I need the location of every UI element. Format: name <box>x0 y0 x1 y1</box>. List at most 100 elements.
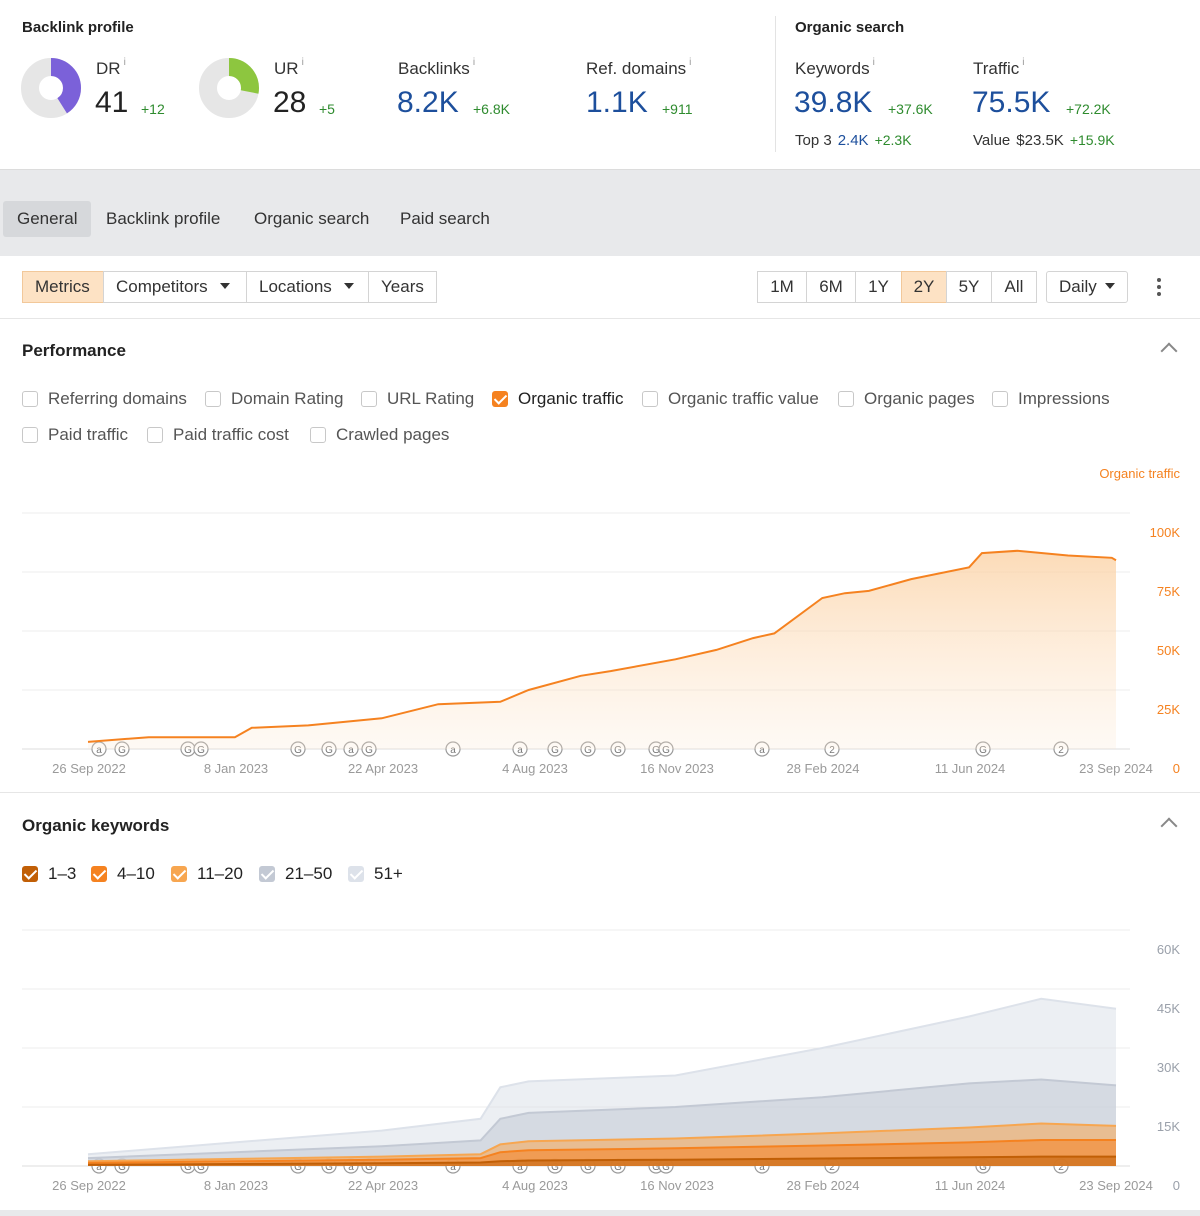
backlinks-label[interactable]: Backlinks i <box>398 57 476 78</box>
svg-text:a: a <box>450 745 456 756</box>
info-icon[interactable]: i <box>1022 57 1025 68</box>
checkbox-url-rating[interactable]: URL Rating <box>361 388 474 410</box>
organic-search-title: Organic search <box>795 19 905 36</box>
checkbox-organic-pages[interactable]: Organic pages <box>838 388 975 410</box>
legend-4-10[interactable]: 4–10 <box>91 863 155 885</box>
perf-x-tick-label: 26 Sep 2022 <box>52 761 126 776</box>
perf-x-tick-label: 4 Aug 2023 <box>502 761 568 776</box>
collapse-organic-keywords-icon[interactable] <box>1160 817 1178 835</box>
granularity-dropdown[interactable]: Daily <box>1046 271 1128 303</box>
divider <box>0 792 1200 793</box>
perf-y-tick-label: 50K <box>1157 643 1180 658</box>
kw-line-21-50 <box>87 1078 1117 1160</box>
backlink-profile-title: Backlink profile <box>22 19 134 36</box>
chevron-down-icon <box>343 282 354 289</box>
traffic-label[interactable]: Traffic i <box>973 57 1025 78</box>
divider <box>0 318 1200 319</box>
svg-text:G: G <box>365 1162 373 1173</box>
info-icon[interactable]: i <box>123 57 126 68</box>
dr-label[interactable]: DR i <box>96 57 126 78</box>
tab-paid-search[interactable]: Paid search <box>400 209 490 228</box>
svg-text:G: G <box>584 745 592 756</box>
checkbox-icon <box>642 391 658 407</box>
svg-text:G: G <box>118 745 126 756</box>
ref-domains-label[interactable]: Ref. domains i <box>586 57 692 78</box>
ref-domains-value[interactable]: 1.1K <box>586 86 648 119</box>
kw-x-tick-label: 26 Sep 2022 <box>52 1178 126 1193</box>
dr-donut-fill <box>21 58 81 118</box>
checkbox-domain-rating[interactable]: Domain Rating <box>205 388 343 410</box>
ur-label[interactable]: UR i <box>274 57 304 78</box>
backlinks-delta: +6.8K <box>473 101 510 117</box>
svg-text:G: G <box>979 1162 987 1173</box>
organic-traffic-chart[interactable]: Organic traffic 100K 75K 50K 25K 0 26 Sep 2022… <box>0 456 1200 786</box>
performance-title: Performance <box>22 341 126 360</box>
checkbox-icon <box>147 427 163 443</box>
keywords-delta: +37.6K <box>888 101 933 117</box>
competitors-dropdown[interactable]: Competitors <box>103 271 247 303</box>
kw-line-11-20 <box>87 1122 1117 1163</box>
organic-keywords-title: Organic keywords <box>22 816 170 835</box>
traffic-value[interactable]: 75.5K <box>972 86 1051 119</box>
more-options-icon[interactable] <box>1150 276 1168 300</box>
top3-value[interactable]: 2.4K <box>837 132 869 149</box>
checkbox-paid-traffic[interactable]: Paid traffic <box>22 424 128 446</box>
range-1y-button[interactable]: 1Y <box>855 271 902 303</box>
svg-text:G: G <box>979 745 987 756</box>
range-5y-button[interactable]: 5Y <box>946 271 992 303</box>
checkbox-crawled-pages[interactable]: Crawled pages <box>310 424 449 446</box>
keywords-value[interactable]: 39.8K <box>794 86 873 119</box>
kw-y-tick-label: 15K <box>1157 1119 1180 1134</box>
checkbox-organic-traffic[interactable]: Organic traffic <box>492 388 624 410</box>
svg-text:G: G <box>662 745 670 756</box>
keywords-label[interactable]: Keywords i <box>795 57 875 78</box>
checkbox-checked-icon <box>22 866 38 882</box>
metrics-button[interactable]: Metrics <box>22 271 104 303</box>
backlinks-value[interactable]: 8.2K <box>397 86 459 119</box>
range-6m-button[interactable]: 6M <box>806 271 856 303</box>
tab-backlink-profile[interactable]: Backlink profile <box>106 209 221 228</box>
range-1m-button[interactable]: 1M <box>757 271 807 303</box>
svg-text:G: G <box>365 745 373 756</box>
info-icon[interactable]: i <box>472 57 476 68</box>
info-icon[interactable]: i <box>872 57 875 68</box>
summary-header: Backlink profile DR i 41 +12 UR i 28 +5 Ba… <box>0 0 1200 170</box>
svg-text:2: 2 <box>829 1162 835 1173</box>
checkbox-referring-domains[interactable]: Referring domains <box>22 388 187 410</box>
info-icon[interactable]: i <box>301 57 304 68</box>
svg-text:G: G <box>662 1162 670 1173</box>
kw-y-tick-label: 30K <box>1157 1060 1180 1075</box>
svg-text:2: 2 <box>1058 745 1064 756</box>
checkbox-organic-traffic-value[interactable]: Organic traffic value <box>642 388 819 410</box>
years-button[interactable]: Years <box>368 271 437 303</box>
checkbox-impressions[interactable]: Impressions <box>992 388 1110 410</box>
tab-organic-search[interactable]: Organic search <box>254 209 370 228</box>
collapse-performance-icon[interactable] <box>1160 342 1178 360</box>
legend-11-20[interactable]: 11–20 <box>171 863 243 885</box>
top3-line: Top 3 2.4K +2.3K <box>795 132 912 149</box>
info-icon[interactable]: i <box>689 57 692 68</box>
kw-x-tick-label: 23 Sep 2024 <box>1079 1178 1153 1193</box>
range-all-button[interactable]: All <box>991 271 1037 303</box>
svg-text:G: G <box>197 1162 205 1173</box>
legend-51-plus[interactable]: 51+ <box>348 863 403 885</box>
traffic-delta: +72.2K <box>1066 101 1111 117</box>
perf-x-tick-label: 8 Jan 2023 <box>204 761 268 776</box>
locations-dropdown[interactable]: Locations <box>246 271 369 303</box>
organic-keywords-chart[interactable]: 60K 45K 30K 15K 0 26 Sep 2022 8 Jan 2023 22 Apr… <box>0 906 1200 1206</box>
ref-domains-delta: +911 <box>662 101 693 117</box>
legend-21-50[interactable]: 21–50 <box>259 863 332 885</box>
perf-legend-label: Organic traffic <box>1099 466 1180 481</box>
range-2y-button[interactable]: 2Y <box>901 271 947 303</box>
svg-text:G: G <box>614 745 622 756</box>
checkbox-checked-icon <box>348 866 364 882</box>
perf-y-tick-label: 75K <box>1157 584 1180 599</box>
traffic-value-delta: +15.9K <box>1069 132 1115 148</box>
svg-text:G: G <box>294 1162 302 1173</box>
perf-y-tick-label: 100K <box>1150 525 1181 540</box>
checkbox-paid-traffic-cost[interactable]: Paid traffic cost <box>147 424 289 446</box>
legend-1-3[interactable]: 1–3 <box>22 863 76 885</box>
svg-text:G: G <box>551 745 559 756</box>
tab-general[interactable]: General <box>3 201 92 237</box>
svg-text:a: a <box>450 1162 456 1173</box>
